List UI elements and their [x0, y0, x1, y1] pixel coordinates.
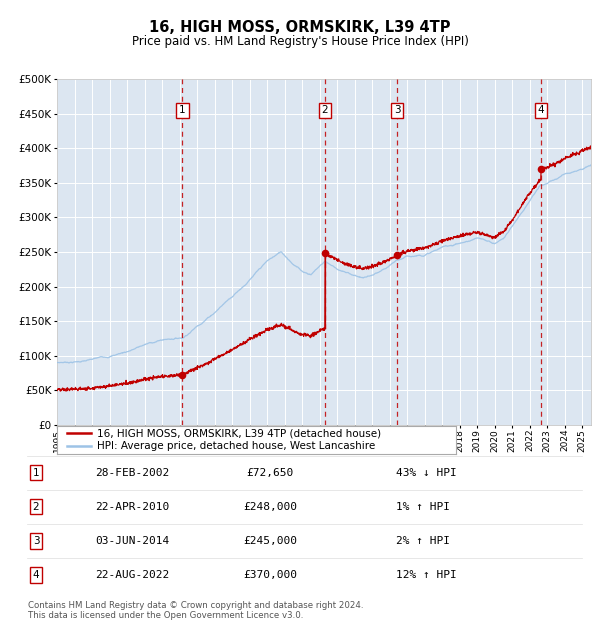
Text: 3: 3: [32, 536, 40, 546]
Text: £370,000: £370,000: [243, 570, 297, 580]
Text: 2: 2: [322, 105, 328, 115]
Text: 03-JUN-2014: 03-JUN-2014: [95, 536, 169, 546]
Text: HPI: Average price, detached house, West Lancashire: HPI: Average price, detached house, West…: [97, 441, 375, 451]
Text: 12% ↑ HPI: 12% ↑ HPI: [396, 570, 457, 580]
Text: 2% ↑ HPI: 2% ↑ HPI: [396, 536, 450, 546]
Text: 3: 3: [394, 105, 400, 115]
Text: 28-FEB-2002: 28-FEB-2002: [95, 467, 169, 478]
Text: 4: 4: [538, 105, 544, 115]
Text: 1: 1: [179, 105, 185, 115]
Text: Price paid vs. HM Land Registry's House Price Index (HPI): Price paid vs. HM Land Registry's House …: [131, 35, 469, 48]
Text: Contains HM Land Registry data © Crown copyright and database right 2024.: Contains HM Land Registry data © Crown c…: [28, 601, 364, 611]
Text: 2: 2: [32, 502, 40, 512]
Text: 1% ↑ HPI: 1% ↑ HPI: [396, 502, 450, 512]
Text: This data is licensed under the Open Government Licence v3.0.: This data is licensed under the Open Gov…: [28, 611, 304, 620]
Text: £248,000: £248,000: [243, 502, 297, 512]
Text: 1: 1: [32, 467, 40, 478]
Text: 16, HIGH MOSS, ORMSKIRK, L39 4TP (detached house): 16, HIGH MOSS, ORMSKIRK, L39 4TP (detach…: [97, 428, 381, 438]
Text: £245,000: £245,000: [243, 536, 297, 546]
Text: 22-AUG-2022: 22-AUG-2022: [95, 570, 169, 580]
Text: £72,650: £72,650: [247, 467, 293, 478]
Text: 22-APR-2010: 22-APR-2010: [95, 502, 169, 512]
Text: 16, HIGH MOSS, ORMSKIRK, L39 4TP: 16, HIGH MOSS, ORMSKIRK, L39 4TP: [149, 20, 451, 35]
Text: 4: 4: [32, 570, 40, 580]
Text: 43% ↓ HPI: 43% ↓ HPI: [396, 467, 457, 478]
